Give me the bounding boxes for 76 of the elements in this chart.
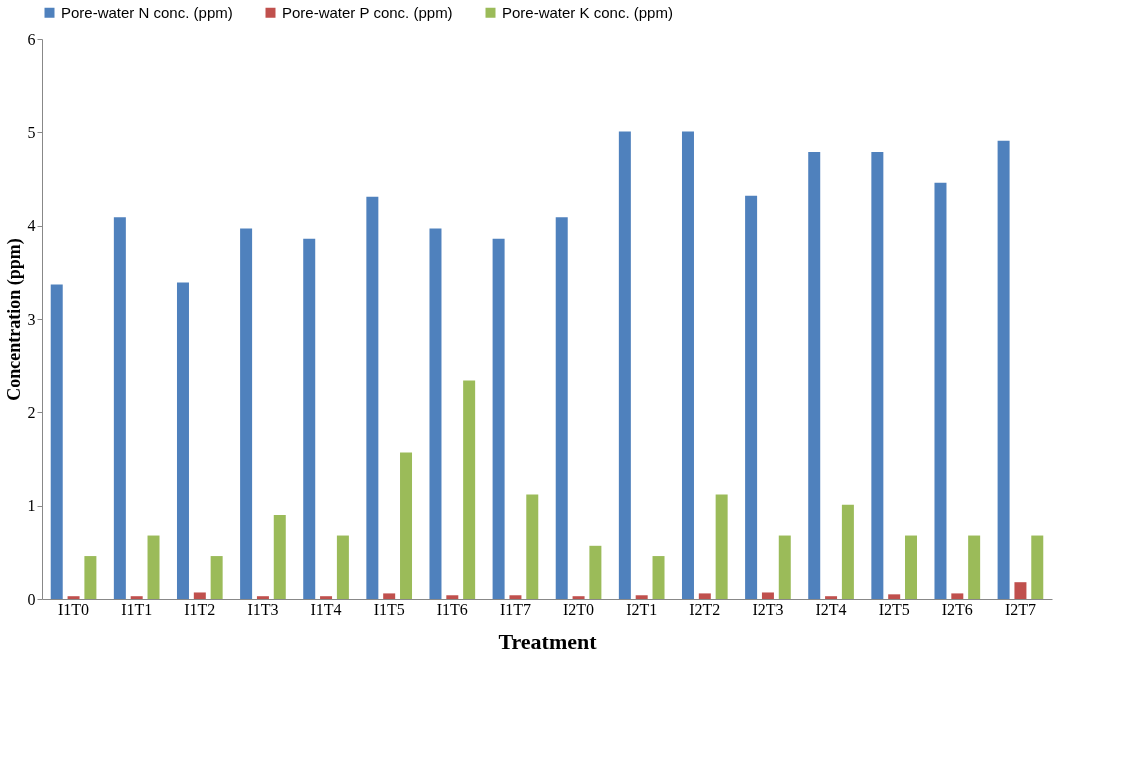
bar — [1031, 535, 1044, 599]
y-tick-label: 5 — [27, 123, 36, 141]
x-tick-label: I2T1 — [626, 600, 658, 618]
x-tick-label: I2T5 — [878, 600, 910, 618]
bar — [320, 596, 333, 599]
bar — [113, 217, 126, 599]
x-tick-label: I1T4 — [310, 600, 342, 618]
x-tick-label: I1T5 — [373, 600, 405, 618]
y-tick-label: 0 — [27, 590, 36, 608]
x-tick-label: I2T0 — [563, 600, 595, 618]
bar — [336, 535, 349, 599]
bar — [50, 284, 63, 599]
y-tick-label: 4 — [27, 217, 36, 235]
bar — [509, 595, 522, 599]
legend-label: Pore-water P conc. (ppm) — [282, 3, 453, 21]
bar — [825, 596, 838, 599]
bar — [871, 151, 884, 599]
y-tick-label: 3 — [27, 310, 36, 328]
bar — [808, 151, 821, 599]
bar — [905, 535, 918, 599]
bar — [176, 282, 189, 599]
x-tick-label: I2T3 — [752, 600, 784, 618]
bar — [67, 596, 80, 599]
bar — [635, 595, 648, 599]
bar — [888, 594, 901, 599]
x-tick-label: I1T0 — [58, 600, 90, 618]
bar — [1014, 582, 1027, 599]
legend-label: Pore-water N conc. (ppm) — [61, 3, 233, 21]
legend-label: Pore-water K conc. (ppm) — [502, 3, 673, 21]
bar — [681, 131, 694, 599]
bar — [951, 593, 964, 599]
bar — [698, 593, 711, 599]
x-tick-label: I2T2 — [689, 600, 721, 618]
bar — [589, 545, 602, 599]
bar — [429, 228, 442, 599]
x-tick-label: I2T6 — [941, 600, 973, 618]
bar — [572, 596, 585, 599]
bar — [745, 195, 758, 599]
y-tick-label: 6 — [27, 30, 36, 48]
x-tick-label: I2T7 — [1004, 600, 1036, 618]
x-tick-label: I1T2 — [184, 600, 216, 618]
bar — [383, 593, 396, 599]
x-tick-label: I1T1 — [121, 600, 153, 618]
bar — [303, 238, 316, 599]
bar — [400, 452, 413, 599]
x-tick-label: I1T7 — [499, 600, 531, 618]
bar — [526, 494, 539, 599]
x-tick-label: I1T6 — [436, 600, 468, 618]
bar — [778, 535, 791, 599]
bar — [256, 596, 269, 599]
bar — [84, 556, 97, 599]
bar — [555, 217, 568, 599]
bar — [130, 596, 143, 599]
bar — [463, 380, 476, 599]
x-tick-label: I2T4 — [815, 600, 847, 618]
bar — [240, 228, 253, 599]
bar — [968, 535, 981, 599]
bar — [210, 556, 223, 599]
bar — [934, 182, 947, 599]
bar — [997, 140, 1010, 599]
bar — [193, 592, 206, 599]
bar — [841, 504, 854, 599]
bar — [652, 556, 665, 599]
bar — [761, 592, 774, 599]
y-tick-label: 1 — [27, 497, 36, 515]
bar — [715, 494, 728, 599]
x-tick-label: I1T3 — [247, 600, 279, 618]
x-axis-title: Treatment — [498, 628, 598, 654]
y-axis-title: Concentration (ppm) — [3, 238, 25, 401]
bar — [492, 238, 505, 599]
y-tick-label: 2 — [27, 403, 36, 421]
bar — [147, 535, 160, 599]
bar — [366, 196, 379, 599]
bar — [446, 595, 459, 599]
bar — [273, 515, 286, 599]
bar — [618, 131, 631, 599]
